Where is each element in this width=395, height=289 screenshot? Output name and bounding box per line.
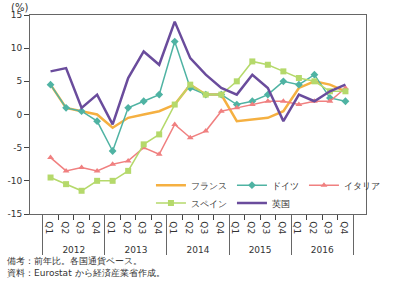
svg-text:-5: -5 (13, 143, 22, 153)
svg-text:スペイン: スペイン (191, 199, 227, 209)
svg-text:Q1: Q1 (44, 221, 54, 234)
svg-text:Q1: Q1 (292, 221, 302, 234)
svg-text:Q3: Q3 (137, 221, 147, 234)
svg-text:Q2: Q2 (308, 221, 318, 234)
svg-text:10: 10 (11, 43, 23, 53)
svg-text:備考：前年比。各国通貨ベース。資料：Eurostat から経: 備考：前年比。各国通貨ベース。資料：Eurostat から経済産業省作成。 (7, 256, 165, 278)
svg-text:Q4: Q4 (215, 221, 225, 234)
svg-text:-15: -15 (7, 209, 22, 219)
svg-text:Q2: Q2 (60, 221, 70, 234)
svg-text:英国: 英国 (272, 199, 290, 209)
svg-text:0: 0 (16, 110, 22, 120)
svg-text:Q1: Q1 (168, 221, 178, 234)
svg-text:Q2: Q2 (122, 221, 132, 234)
svg-text:2014: 2014 (187, 245, 210, 255)
svg-text:ドイツ: ドイツ (272, 181, 299, 191)
svg-text:5: 5 (16, 76, 22, 86)
svg-text:2015: 2015 (249, 245, 272, 255)
svg-text:フランス: フランス (191, 181, 227, 191)
svg-text:(%): (%) (11, 2, 28, 13)
svg-text:Q4: Q4 (339, 221, 349, 234)
svg-text:-10: -10 (7, 176, 22, 186)
svg-text:15: 15 (11, 10, 22, 20)
svg-text:イタリア: イタリア (344, 181, 380, 191)
svg-text:Q2: Q2 (184, 221, 194, 234)
svg-text:Q3: Q3 (75, 221, 85, 234)
svg-text:Q3: Q3 (199, 221, 209, 234)
svg-text:Q3: Q3 (261, 221, 271, 234)
svg-text:Q1: Q1 (106, 221, 116, 234)
svg-text:2012: 2012 (62, 245, 85, 255)
svg-text:Q4: Q4 (277, 221, 287, 234)
svg-text:2013: 2013 (124, 245, 147, 255)
svg-text:Q1: Q1 (230, 221, 240, 234)
svg-text:Q2: Q2 (246, 221, 256, 234)
svg-text:Q4: Q4 (153, 221, 163, 234)
svg-text:Q3: Q3 (323, 221, 333, 234)
svg-text:2016: 2016 (311, 245, 334, 255)
svg-text:Q4: Q4 (91, 221, 101, 234)
